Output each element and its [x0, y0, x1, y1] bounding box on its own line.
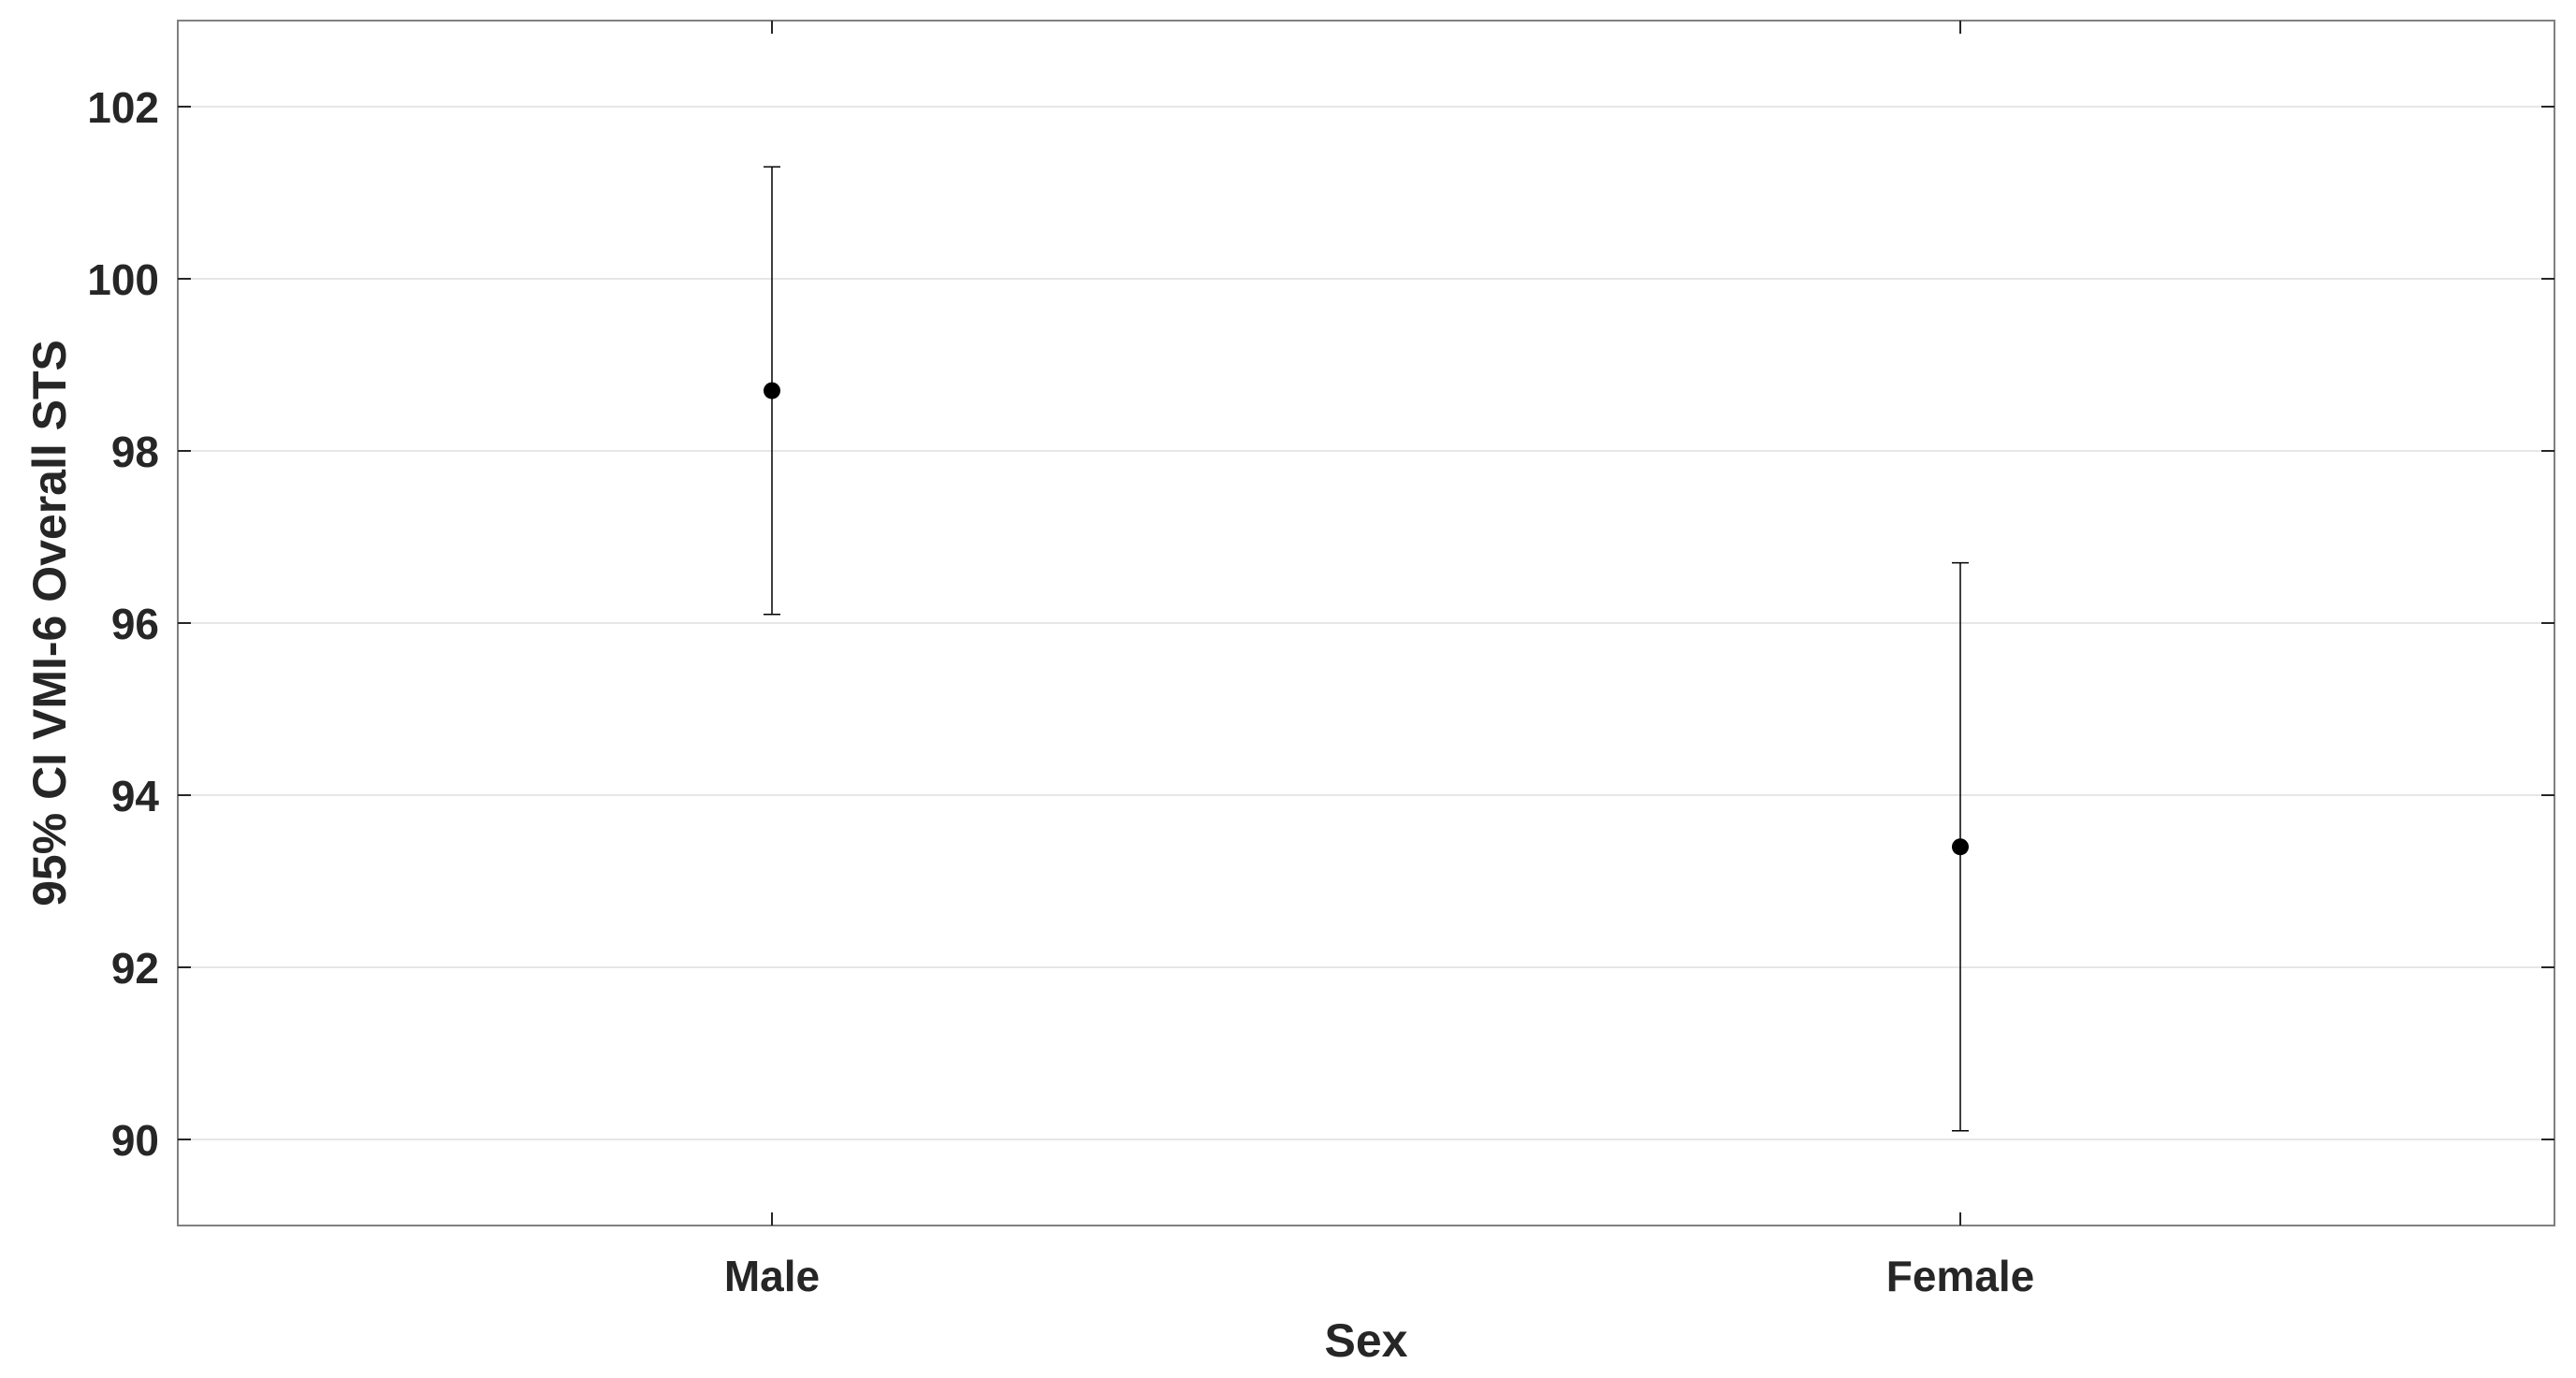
mean-point	[764, 382, 780, 399]
y-tick-labels: 90 92 94 96 98 100 102	[87, 83, 159, 1165]
tick-marks	[178, 21, 2554, 1226]
y-tick-label: 96	[111, 600, 159, 648]
y-tick-label: 90	[111, 1116, 159, 1165]
y-tick-label: 102	[87, 83, 159, 132]
grid-lines	[178, 106, 2554, 1140]
y-tick-label: 92	[111, 944, 159, 993]
y-axis-title: 95% CI VMI-6 Overall STS	[23, 340, 76, 907]
y-tick-label: 94	[111, 772, 160, 820]
x-axis-title: Sex	[1325, 1314, 1408, 1367]
x-tick-label: Female	[1886, 1252, 2035, 1300]
series-errorbars	[764, 166, 1969, 1132]
mean-point	[1952, 838, 1969, 856]
x-tick-labels: Male Female	[724, 1252, 2034, 1300]
y-tick-label: 98	[111, 428, 159, 476]
x-tick-label: Male	[724, 1252, 820, 1300]
y-tick-label: 100	[87, 255, 159, 304]
